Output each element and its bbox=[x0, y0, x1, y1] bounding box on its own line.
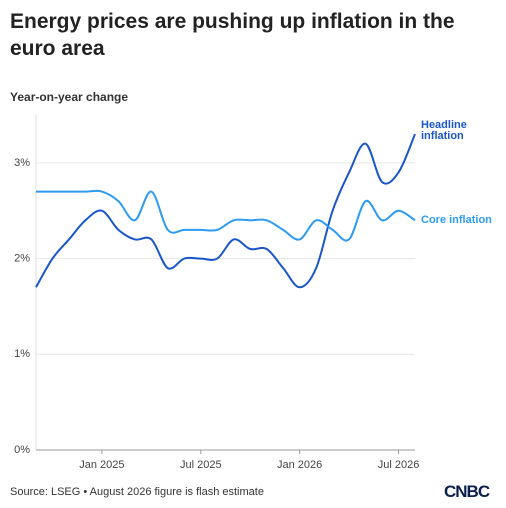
y-tick-label: 0% bbox=[14, 444, 30, 456]
x-tick-label: Jul 2026 bbox=[378, 459, 420, 471]
x-tick-label: Jan 2025 bbox=[79, 459, 124, 471]
legend-label: Core inflation bbox=[421, 213, 492, 226]
y-tick-label: 2% bbox=[14, 252, 30, 264]
y-tick-label: 1% bbox=[14, 348, 30, 360]
line-series bbox=[35, 133, 416, 289]
x-tick-label: Jan 2026 bbox=[277, 459, 322, 471]
chart-subtitle: Year-on-year change bbox=[10, 90, 129, 104]
source-note: Source: LSEG • August 2026 figure is fla… bbox=[10, 486, 264, 498]
y-tick-label: 3% bbox=[14, 157, 30, 169]
brand-logo: CNBC bbox=[444, 482, 490, 501]
chart-title: Energy prices are pushing up inflation i… bbox=[10, 10, 455, 60]
legend-label: Headline inflation bbox=[421, 119, 467, 143]
line-series bbox=[35, 189, 416, 242]
x-tick-label: Jul 2025 bbox=[180, 459, 222, 471]
